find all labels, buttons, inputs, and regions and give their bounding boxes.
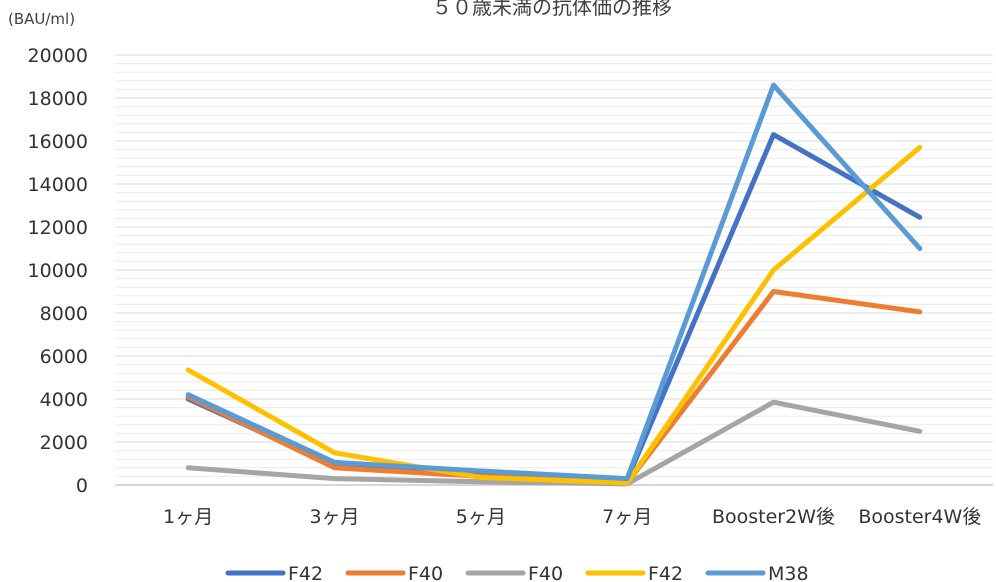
legend-label: M38 xyxy=(768,563,809,582)
legend-label: F40 xyxy=(528,563,563,582)
y-tick-label: 0 xyxy=(76,475,88,497)
y-tick-label: 16000 xyxy=(28,131,88,153)
y-tick-label: 8000 xyxy=(40,303,88,325)
series-line-2 xyxy=(185,289,923,486)
x-tick-label: 7ヶ月 xyxy=(602,506,652,528)
series-line-5 xyxy=(185,82,923,482)
series-line-1 xyxy=(185,132,923,483)
legend-label: F42 xyxy=(288,563,323,582)
y-tick-label: 10000 xyxy=(28,260,88,282)
y-axis-unit-label: (BAU/ml) xyxy=(8,10,75,28)
x-tick-label: 1ヶ月 xyxy=(163,506,213,528)
y-axis-tick-labels: 0 2000 4000 6000 8000 10000 12000 14000 16000 180… xyxy=(28,45,88,497)
y-tick-label: 14000 xyxy=(28,174,88,196)
x-tick-label: Booster4W後 xyxy=(858,506,981,528)
x-tick-label: 3ヶ月 xyxy=(309,506,359,528)
x-axis-tick-labels: 1ヶ月 3ヶ月 5ヶ月 7ヶ月 Booster2W後 Booster4W後 xyxy=(163,506,981,528)
legend-label: F42 xyxy=(648,563,683,582)
y-tick-label: 6000 xyxy=(40,346,88,368)
y-tick-label: 4000 xyxy=(40,389,88,411)
x-tick-label: 5ヶ月 xyxy=(456,506,506,528)
y-tick-label: 12000 xyxy=(28,217,88,239)
series-line-4 xyxy=(185,144,923,486)
chart-title: ５０歳未満の抗体価の推移 xyxy=(432,0,672,19)
y-tick-label: 2000 xyxy=(40,432,88,454)
x-tick-label: Booster2W後 xyxy=(712,506,835,528)
legend-label: F40 xyxy=(408,563,443,582)
y-tick-label: 18000 xyxy=(28,88,88,110)
series-line-3 xyxy=(185,399,923,487)
legend: F42 F40 F40 F42 M38 xyxy=(225,563,809,582)
y-tick-label: 20000 xyxy=(28,45,88,67)
series-lines xyxy=(185,82,923,487)
